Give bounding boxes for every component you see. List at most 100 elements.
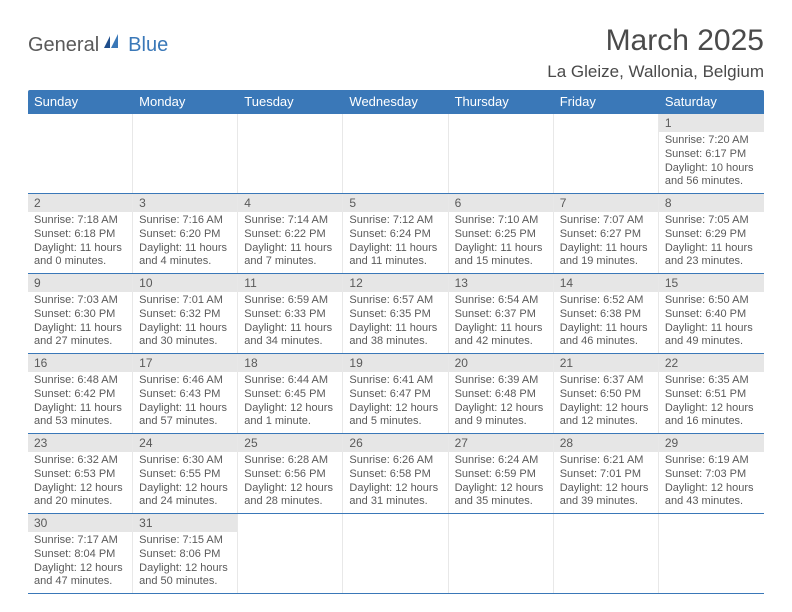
title-block: March 2025 La Gleize, Wallonia, Belgium (547, 24, 764, 82)
day-info-line: and 53 minutes. (34, 415, 126, 429)
day-info-line: Daylight: 11 hours (34, 242, 126, 256)
calendar-empty (554, 114, 659, 193)
day-info-line: and 16 minutes. (665, 415, 758, 429)
day-info-line: Sunset: 6:18 PM (34, 228, 126, 242)
day-info-line: Sunrise: 7:20 AM (665, 134, 758, 148)
calendar-week: 30Sunrise: 7:17 AMSunset: 8:04 PMDayligh… (28, 514, 764, 594)
day-info-line: and 20 minutes. (34, 495, 126, 509)
day-info-line: Sunrise: 6:44 AM (244, 374, 336, 388)
day-header-cell: Friday (554, 90, 659, 114)
day-header-row: SundayMondayTuesdayWednesdayThursdayFrid… (28, 90, 764, 114)
day-info-line: Sunrise: 7:15 AM (139, 534, 231, 548)
calendar-empty (659, 514, 764, 593)
calendar-empty (343, 514, 448, 593)
day-info-line: and 56 minutes. (665, 175, 758, 189)
day-number: 25 (238, 434, 342, 452)
calendar-day: 7Sunrise: 7:07 AMSunset: 6:27 PMDaylight… (554, 194, 659, 273)
day-info-line: Sunset: 6:25 PM (455, 228, 547, 242)
day-info-line: Sunrise: 7:10 AM (455, 214, 547, 228)
calendar-day: 21Sunrise: 6:37 AMSunset: 6:50 PMDayligh… (554, 354, 659, 433)
day-number: 30 (28, 514, 132, 532)
day-info-line: and 23 minutes. (665, 255, 758, 269)
day-number: 28 (554, 434, 658, 452)
day-info-line: and 19 minutes. (560, 255, 652, 269)
day-info-line: Sunset: 6:38 PM (560, 308, 652, 322)
calendar-week: 9Sunrise: 7:03 AMSunset: 6:30 PMDaylight… (28, 274, 764, 354)
day-info-line: Sunset: 6:20 PM (139, 228, 231, 242)
calendar-empty (554, 514, 659, 593)
day-info-line: and 9 minutes. (455, 415, 547, 429)
day-info-line: Sunrise: 6:59 AM (244, 294, 336, 308)
day-number: 27 (449, 434, 553, 452)
day-info-line: and 38 minutes. (349, 335, 441, 349)
calendar-empty (449, 514, 554, 593)
day-header-cell: Saturday (659, 90, 764, 114)
calendar-week: 16Sunrise: 6:48 AMSunset: 6:42 PMDayligh… (28, 354, 764, 434)
day-info-line: Daylight: 10 hours (665, 162, 758, 176)
day-info-line: Sunrise: 7:05 AM (665, 214, 758, 228)
day-info-line: and 30 minutes. (139, 335, 231, 349)
calendar-empty (449, 114, 554, 193)
day-info-line: Sunset: 6:29 PM (665, 228, 758, 242)
calendar-grid: SundayMondayTuesdayWednesdayThursdayFrid… (28, 90, 764, 594)
day-info-line: Sunset: 6:33 PM (244, 308, 336, 322)
calendar-day: 30Sunrise: 7:17 AMSunset: 8:04 PMDayligh… (28, 514, 133, 593)
day-number: 22 (659, 354, 764, 372)
day-header-cell: Tuesday (238, 90, 343, 114)
day-info-line: Sunset: 6:37 PM (455, 308, 547, 322)
calendar-day: 15Sunrise: 6:50 AMSunset: 6:40 PMDayligh… (659, 274, 764, 353)
day-info-line: Daylight: 12 hours (34, 482, 126, 496)
day-info-line: Sunset: 8:04 PM (34, 548, 126, 562)
day-info-line: and 15 minutes. (455, 255, 547, 269)
day-number: 19 (343, 354, 447, 372)
day-info-line: Sunset: 6:45 PM (244, 388, 336, 402)
day-number: 20 (449, 354, 553, 372)
day-info-line: Sunset: 6:56 PM (244, 468, 336, 482)
day-number: 18 (238, 354, 342, 372)
day-info-line: Daylight: 11 hours (560, 322, 652, 336)
day-info-line: Daylight: 11 hours (349, 322, 441, 336)
header-row: General Blue March 2025 La Gleize, Wallo… (28, 24, 764, 82)
day-info-line: Sunrise: 6:48 AM (34, 374, 126, 388)
day-info-line: Sunrise: 6:46 AM (139, 374, 231, 388)
day-number: 13 (449, 274, 553, 292)
day-info-line: Daylight: 12 hours (665, 402, 758, 416)
day-number: 2 (28, 194, 132, 212)
calendar-day: 31Sunrise: 7:15 AMSunset: 8:06 PMDayligh… (133, 514, 238, 593)
logo-text-1: General (28, 34, 99, 57)
calendar-day: 28Sunrise: 6:21 AMSunset: 7:01 PMDayligh… (554, 434, 659, 513)
day-info-line: and 57 minutes. (139, 415, 231, 429)
day-info-line: and 12 minutes. (560, 415, 652, 429)
day-info-line: and 1 minute. (244, 415, 336, 429)
calendar-day: 22Sunrise: 6:35 AMSunset: 6:51 PMDayligh… (659, 354, 764, 433)
day-info-line: Daylight: 12 hours (560, 482, 652, 496)
calendar-day: 23Sunrise: 6:32 AMSunset: 6:53 PMDayligh… (28, 434, 133, 513)
day-info-line: Sunrise: 6:41 AM (349, 374, 441, 388)
calendar-day: 18Sunrise: 6:44 AMSunset: 6:45 PMDayligh… (238, 354, 343, 433)
day-header-cell: Wednesday (343, 90, 448, 114)
day-info-line: and 11 minutes. (349, 255, 441, 269)
day-info-line: Sunset: 7:01 PM (560, 468, 652, 482)
day-info-line: and 7 minutes. (244, 255, 336, 269)
day-number: 24 (133, 434, 237, 452)
day-info-line: Daylight: 12 hours (244, 482, 336, 496)
day-info-line: and 27 minutes. (34, 335, 126, 349)
day-info-line: Sunset: 7:03 PM (665, 468, 758, 482)
day-info-line: Sunset: 6:50 PM (560, 388, 652, 402)
day-info-line: Sunset: 6:59 PM (455, 468, 547, 482)
calendar-week: 1Sunrise: 7:20 AMSunset: 6:17 PMDaylight… (28, 114, 764, 194)
day-info-line: Sunset: 6:17 PM (665, 148, 758, 162)
day-number: 15 (659, 274, 764, 292)
day-header-cell: Sunday (28, 90, 133, 114)
day-info-line: Sunset: 6:53 PM (34, 468, 126, 482)
day-info-line: Sunset: 6:35 PM (349, 308, 441, 322)
day-info-line: Sunrise: 7:12 AM (349, 214, 441, 228)
day-info-line: Daylight: 11 hours (244, 242, 336, 256)
day-number: 26 (343, 434, 447, 452)
day-info-line: Sunset: 6:32 PM (139, 308, 231, 322)
logo-text-2: Blue (128, 34, 168, 57)
day-info-line: Daylight: 12 hours (560, 402, 652, 416)
day-number: 4 (238, 194, 342, 212)
day-info-line: Sunrise: 7:14 AM (244, 214, 336, 228)
calendar-day: 6Sunrise: 7:10 AMSunset: 6:25 PMDaylight… (449, 194, 554, 273)
